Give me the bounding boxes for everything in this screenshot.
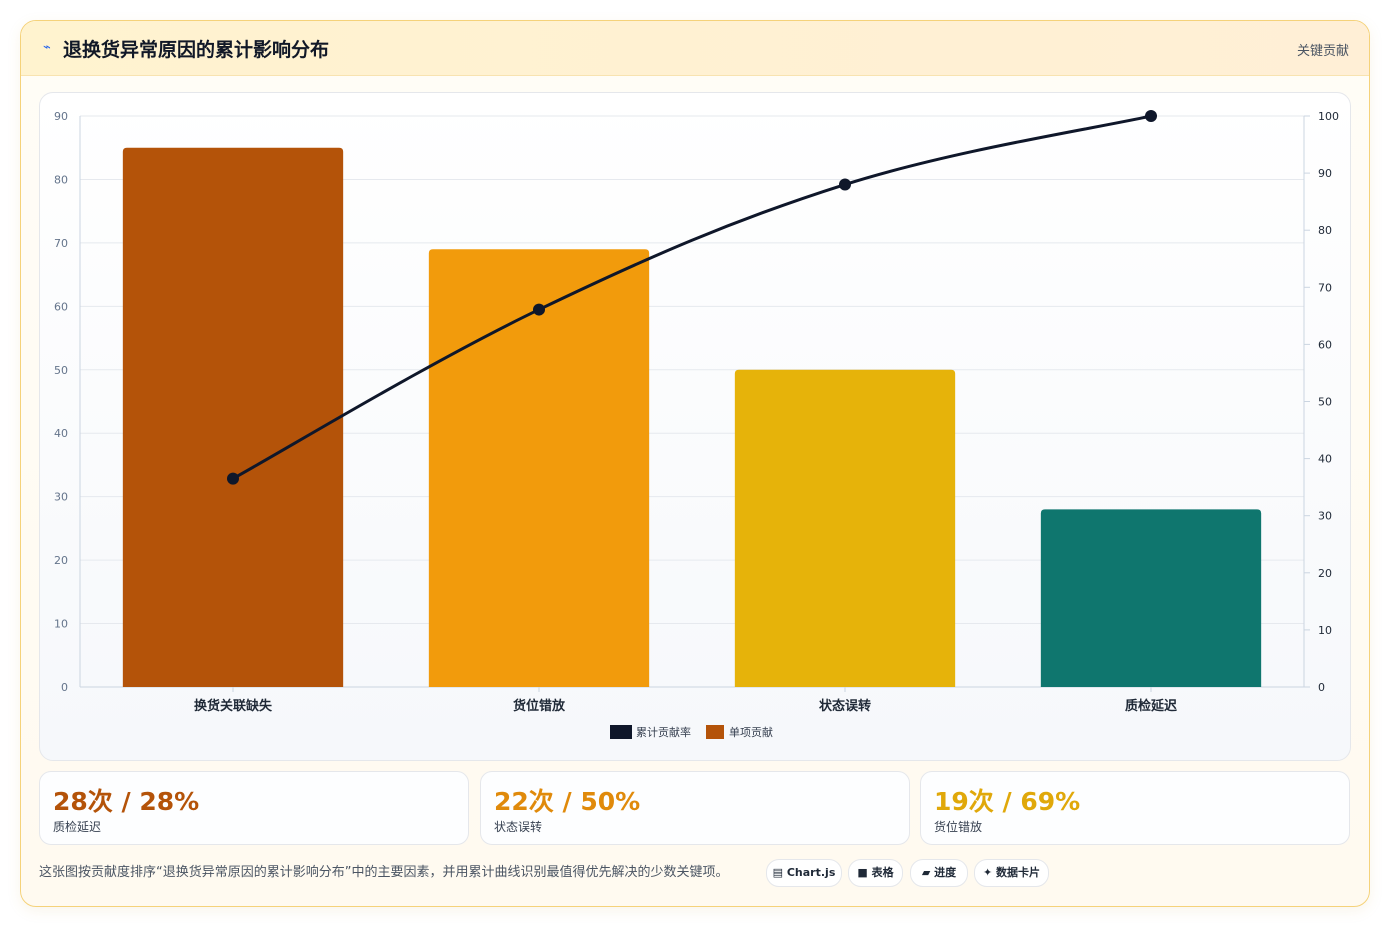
y-left-tick-label: 60	[54, 300, 68, 313]
y-left-tick-label: 50	[54, 364, 68, 377]
y-left-tick-label: 90	[54, 110, 68, 123]
chip-table[interactable]: ■ 表格	[848, 859, 903, 887]
y-right-tick-label: 60	[1318, 338, 1332, 351]
y-left-tick-label: 0	[61, 681, 68, 694]
kpi-label: 货位错放	[934, 820, 983, 834]
pareto-chart: 0 10 20 30 40 50 60 70 80 90 0 10 20 30 40 50 60 70 80 90 10…	[54, 110, 1339, 739]
x-tick-label: 状态误转	[819, 698, 871, 714]
y-right-tick-label: 40	[1318, 453, 1332, 466]
y-right-tick-label: 0	[1318, 681, 1325, 694]
chart-icon: ▤	[772, 866, 784, 879]
y-left-tick-label: 20	[54, 554, 68, 567]
legend-swatch	[706, 725, 724, 739]
y-right-tick-label: 50	[1318, 396, 1332, 409]
chip-chartjs[interactable]: ▤ Chart.js	[766, 859, 842, 887]
y-left-tick-label: 40	[54, 427, 68, 440]
chart-panel: 0 10 20 30 40 50 60 70 80 90 0 10 20 30 40 50 60 70 80 90 10…	[39, 92, 1351, 761]
kpi-value: 22次 / 50%	[494, 787, 641, 816]
y-left-tick-label: 80	[54, 173, 68, 186]
kpi-value: 19次 / 69%	[934, 787, 1081, 816]
chart-description: 这张图按贡献度排序“退换货异常原因的累计影响分布”中的主要因素，并用累计曲线识别…	[39, 865, 729, 880]
lightning-icon: ⌁	[43, 40, 51, 55]
progress-icon: ▰	[921, 866, 931, 879]
chip-label: 数据卡片	[996, 866, 1041, 879]
y-left-tick-label: 70	[54, 237, 68, 250]
chip-label: 进度	[934, 866, 957, 879]
pareto-card: ⌁ 退换货异常原因的累计影响分布 关键贡献 0 10 20 30 40 50 60 70 80 9…	[20, 20, 1370, 907]
x-tick-label: 质检延迟	[1125, 698, 1177, 714]
kpi-label: 状态误转	[494, 820, 543, 834]
y-right-tick-label: 10	[1318, 624, 1332, 637]
cumulative-point	[839, 178, 851, 191]
chip-label: 表格	[871, 866, 894, 879]
kpi-card-1: 28次 / 28% 质检延迟	[39, 771, 469, 845]
cumulative-point	[1145, 110, 1157, 122]
kpi-value: 28次 / 28%	[53, 787, 200, 816]
cumulative-point	[227, 472, 239, 485]
legend-swatch	[610, 725, 632, 739]
card-header: ⌁ 退换货异常原因的累计影响分布 关键贡献	[21, 21, 1369, 76]
chip-data-cards[interactable]: ✦ 数据卡片	[974, 859, 1049, 887]
bar	[734, 369, 956, 687]
y-left-tick-label: 10	[54, 618, 68, 631]
table-icon: ■	[857, 866, 868, 879]
y-right-tick-label: 20	[1318, 567, 1332, 580]
y-right-tick-label: 90	[1318, 167, 1332, 180]
kpi-label: 质检延迟	[53, 820, 102, 834]
bar	[122, 147, 344, 687]
y-right-tick-label: 30	[1318, 510, 1332, 523]
y-right-tick-label: 100	[1318, 110, 1339, 123]
kpi-card-2: 22次 / 50% 状态误转	[480, 771, 910, 845]
cumulative-point	[533, 303, 545, 316]
sparkle-icon: ✦	[982, 866, 993, 879]
cumulative-line	[232, 114, 1152, 480]
x-tick-label: 货位错放	[513, 698, 566, 714]
y-right-tick-label: 70	[1318, 281, 1332, 294]
y-left-tick-label: 30	[54, 491, 68, 504]
legend-label: 累计贡献率	[636, 725, 691, 739]
bar	[428, 249, 650, 687]
bar	[1040, 509, 1262, 687]
kpi-card-3: 19次 / 69% 货位错放	[920, 771, 1350, 845]
chip-progress[interactable]: ▰ 进度	[910, 859, 968, 887]
x-tick-label: 换货关联缺失	[194, 698, 273, 714]
chip-label: Chart.js	[786, 866, 836, 879]
y-right-tick-label: 80	[1318, 224, 1332, 237]
card-title: 退换货异常原因的累计影响分布	[63, 39, 330, 61]
legend-label: 单项贡献	[729, 725, 773, 739]
key-contribution-badge: 关键贡献	[1296, 44, 1349, 59]
